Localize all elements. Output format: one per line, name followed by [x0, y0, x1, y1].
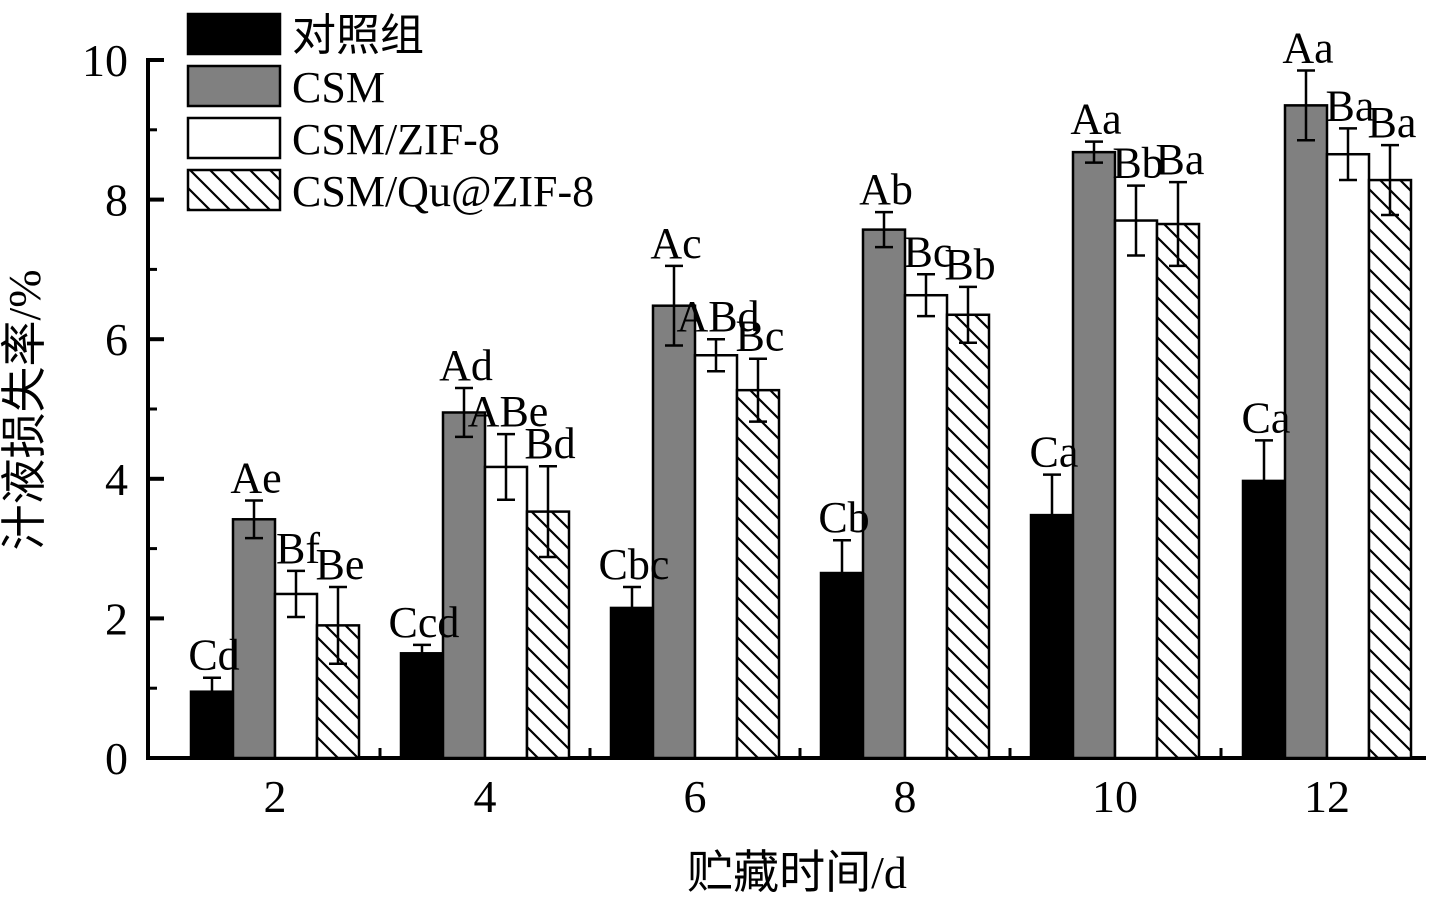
legend-label: CSM — [292, 63, 385, 112]
bar — [609, 606, 655, 760]
data-label: Ca — [1030, 428, 1079, 477]
data-label: Bc — [736, 312, 785, 361]
data-label: Bf — [276, 524, 320, 573]
data-label: Ac — [650, 219, 701, 268]
data-label: Be — [316, 540, 365, 589]
x-axis-title: 贮藏时间/d — [687, 847, 907, 898]
data-label: ABd — [676, 292, 759, 341]
legend-swatch — [186, 168, 282, 212]
bar — [441, 411, 487, 760]
data-label: Cbc — [599, 540, 670, 589]
x-tick-label: 4 — [474, 771, 497, 822]
bar — [693, 354, 739, 760]
legend-swatch — [186, 116, 282, 160]
data-label: Ae — [230, 453, 281, 502]
data-label: Aa — [1070, 95, 1121, 144]
bar — [1155, 222, 1201, 760]
bar — [651, 304, 697, 760]
bar — [483, 465, 529, 760]
data-label: Ca — [1242, 393, 1291, 442]
data-label: Ad — [439, 341, 493, 390]
legend-label: CSM/ZIF-8 — [292, 115, 500, 164]
bar — [1241, 479, 1287, 760]
bar — [399, 652, 445, 760]
bar — [1325, 152, 1371, 760]
legend-label: CSM/Qu@ZIF-8 — [292, 167, 594, 216]
bar — [273, 592, 319, 760]
data-labels: CdCcdCbcCbCaCaAeAdAcAbAaAaBfABeABdBcBbBa… — [188, 23, 1416, 679]
x-tick-label: 12 — [1304, 771, 1350, 822]
bar — [1367, 178, 1413, 760]
y-tick-label: 0 — [105, 733, 128, 784]
y-axis-title: 汁液损失率/% — [0, 269, 50, 550]
x-tick-label: 8 — [894, 771, 917, 822]
bar — [735, 388, 781, 760]
bar — [945, 313, 991, 760]
error-bars — [203, 69, 1399, 707]
data-label: ABe — [468, 387, 549, 436]
bars — [189, 104, 1413, 760]
bar — [231, 518, 277, 760]
bar — [1113, 219, 1159, 760]
bar — [903, 293, 949, 760]
y-ticks: 0 2 4 6 8 10 — [82, 35, 164, 784]
legend-label: 对照组 — [292, 11, 424, 60]
data-label: Ba — [1368, 98, 1417, 147]
legend-swatch — [186, 12, 282, 56]
data-label: Ba — [1156, 135, 1205, 184]
data-label: Cd — [188, 631, 239, 680]
data-label: Bd — [524, 419, 575, 468]
y-tick-label: 8 — [105, 175, 128, 226]
x-tick-label: 10 — [1092, 771, 1138, 822]
data-label: Bb — [1112, 139, 1163, 188]
y-tick-label: 6 — [105, 314, 128, 365]
data-label: Aa — [1282, 23, 1333, 72]
bar — [1071, 150, 1117, 760]
y-tick-label: 4 — [105, 454, 128, 505]
data-label: Bc — [904, 227, 953, 276]
y-tick-label: 2 — [105, 593, 128, 644]
data-label: Ab — [859, 165, 913, 214]
bar — [1283, 104, 1329, 760]
y-tick-label: 10 — [82, 35, 128, 86]
x-tick-label: 2 — [264, 771, 287, 822]
data-label: Ccd — [389, 598, 460, 647]
data-label: Ba — [1326, 81, 1375, 130]
x-tick-label: 6 — [684, 771, 707, 822]
data-label: Bb — [944, 240, 995, 289]
x-ticks: 2 4 6 8 10 12 — [264, 742, 1350, 822]
data-label: Cb — [818, 493, 869, 542]
legend-swatch — [186, 64, 282, 108]
